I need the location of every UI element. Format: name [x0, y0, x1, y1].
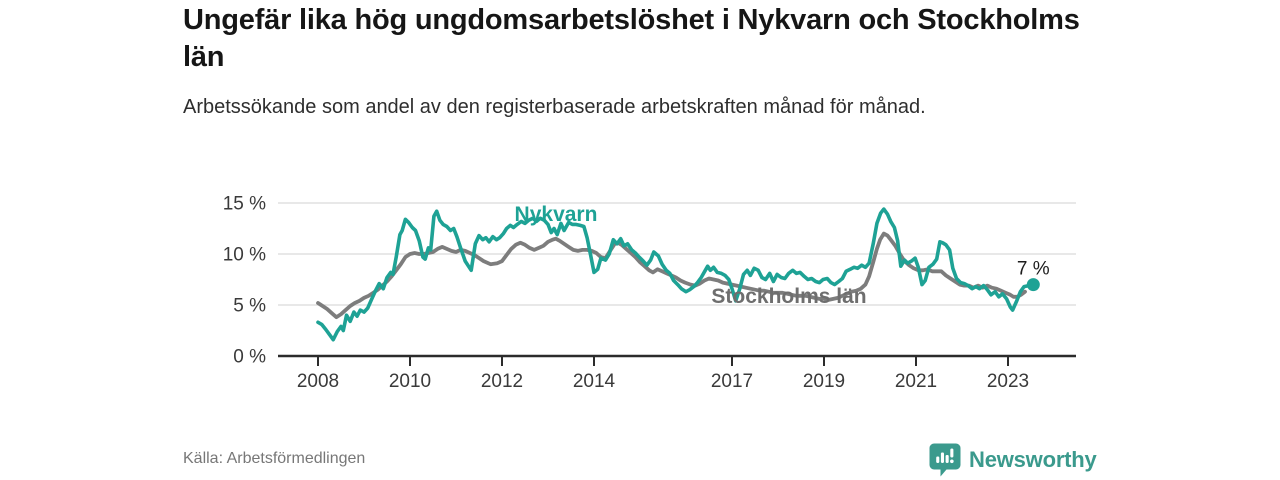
page-title: Ungefär lika hög ungdomsarbetslöshet i N… — [183, 4, 1080, 73]
end-value-annotation: 7 % — [1017, 259, 1050, 280]
x-tick-label: 2010 — [389, 371, 431, 392]
series-line-nykvarn — [316, 207, 1036, 342]
series-label-stockholms-l-n: Stockholms län — [711, 285, 866, 308]
y-tick-label: 10 % — [223, 245, 266, 266]
series-end-dot — [1026, 278, 1040, 292]
x-tick-label: 2008 — [297, 371, 339, 392]
series-line-stockholms-l-n — [316, 231, 1027, 320]
x-tick-label: 2012 — [481, 371, 523, 392]
y-tick-label: 15 % — [223, 194, 266, 215]
series-label-nykvarn: Nykvarn — [515, 203, 598, 226]
x-tick-label: 2019 — [803, 371, 845, 392]
x-tick-label: 2023 — [987, 371, 1029, 392]
x-tick-label: 2021 — [895, 371, 937, 392]
newsworthy-icon — [929, 443, 961, 477]
y-tick-label: 0 % — [233, 347, 266, 368]
source-note: Källa: Arbetsförmedlingen — [183, 450, 366, 467]
x-tick-label: 2014 — [573, 371, 616, 392]
y-tick-label: 5 % — [233, 296, 266, 317]
brand-name: Newsworthy — [969, 447, 1097, 472]
page-subtitle: Arbetssökande som andel av den registerb… — [183, 96, 926, 118]
x-tick-label: 2017 — [711, 371, 753, 392]
brand-logo: Newsworthy — [929, 443, 1097, 477]
